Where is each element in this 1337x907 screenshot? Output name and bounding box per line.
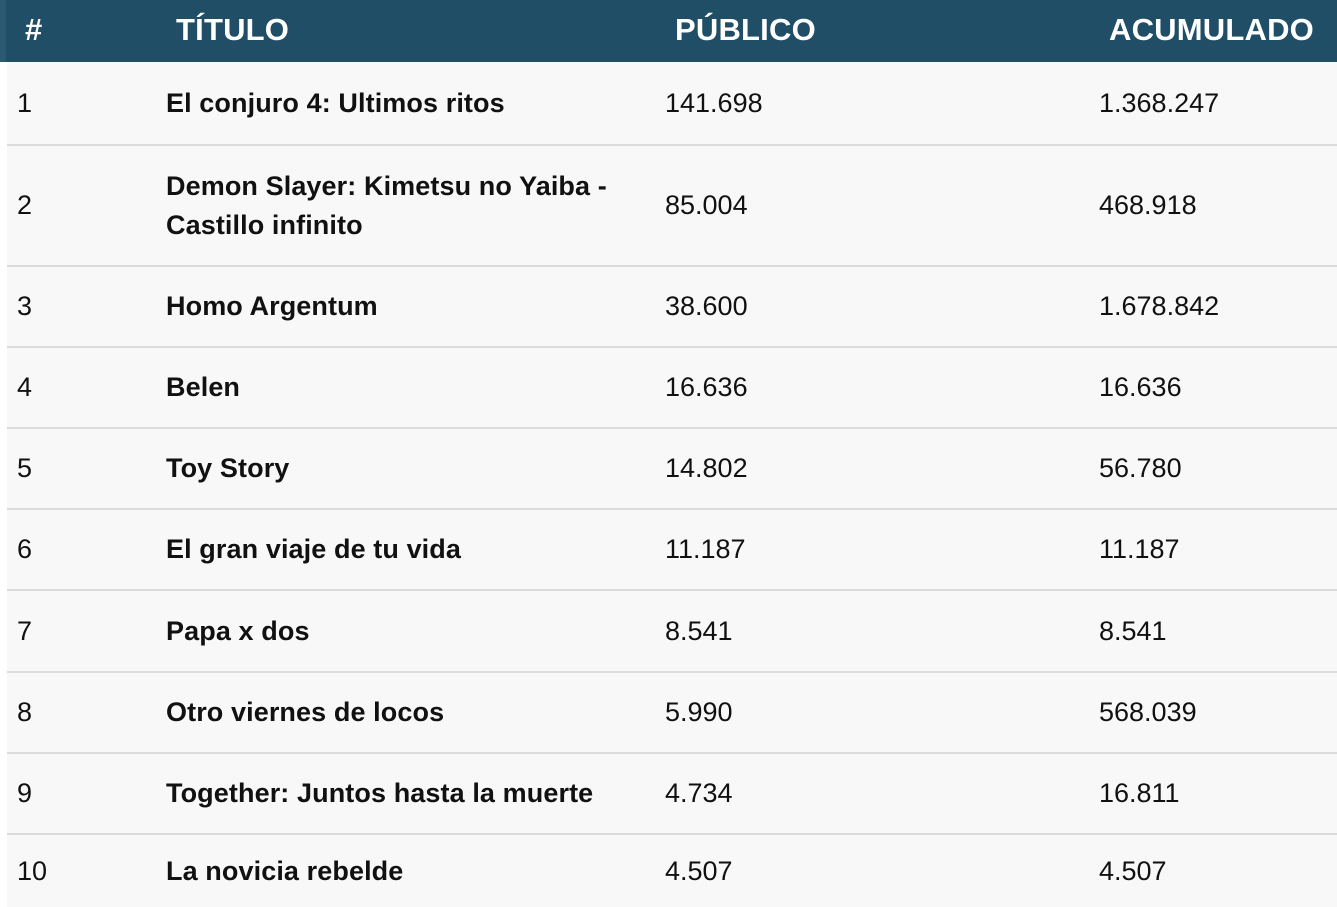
table-row: 8 Otro viernes de locos 5.990 568.039 [7,673,1337,754]
table-row: 6 El gran viaje de tu vida 11.187 11.187 [7,510,1337,591]
row-public: 14.802 [665,453,748,483]
row-rank: 5 [17,453,33,483]
row-rank: 4 [17,372,33,402]
row-rank: 9 [17,778,33,808]
row-rank: 3 [17,291,33,321]
row-public: 38.600 [665,291,748,321]
row-public: 4.734 [665,778,733,808]
table-row: 7 Papa x dos 8.541 8.541 [7,591,1337,673]
table-row: 3 Homo Argentum 38.600 1.678.842 [7,267,1337,348]
row-accumulated: 1.368.247 [1099,87,1220,118]
row-rank: 8 [17,697,33,727]
row-public: 4.507 [665,855,733,886]
row-title: Papa x dos [166,615,310,646]
left-margin [0,62,7,907]
row-rank: 6 [17,534,33,564]
header-public: PÚBLICO [675,12,816,47]
row-accumulated: 56.780 [1099,453,1182,483]
row-rank: 1 [17,87,33,118]
row-title: La novicia rebelde [166,855,404,886]
row-accumulated: 11.187 [1099,534,1180,564]
header-accumulated: ACUMULADO [1109,12,1314,47]
row-accumulated: 16.811 [1099,778,1180,808]
row-public: 8.541 [665,615,733,646]
row-title: Toy Story [166,453,290,483]
table-row: 1 El conjuro 4: Ultimos ritos 141.698 1.… [7,62,1337,146]
row-accumulated: 468.918 [1099,190,1197,220]
table-row: 10 La novicia rebelde 4.507 4.507 [7,835,1337,907]
row-rank: 2 [17,190,33,220]
header-title: TÍTULO [176,12,290,47]
row-accumulated: 4.507 [1099,855,1167,886]
row-title: Together: Juntos hasta la muerte [166,778,594,808]
row-accumulated: 1.678.842 [1099,291,1220,321]
table-row: 2 Demon Slayer: Kimetsu no Yaiba - Casti… [7,146,1337,267]
table-row: 9 Together: Juntos hasta la muerte 4.734… [7,754,1337,835]
row-title: El conjuro 4: Ultimos ritos [166,87,505,118]
table-header: # TÍTULO PÚBLICO ACUMULADO [0,0,1337,62]
header-edge [0,0,6,62]
row-title: Belen [166,372,241,402]
row-title: Otro viernes de locos [166,697,445,727]
row-rank: 10 [17,855,48,886]
table-row: 4 Belen 16.636 16.636 [7,348,1337,429]
row-public: 16.636 [665,372,748,402]
header-rank: # [25,12,43,47]
row-public: 141.698 [665,87,763,118]
row-public: 85.004 [665,190,748,220]
row-rank: 7 [17,615,33,646]
row-title: Demon Slayer: Kimetsu no Yaiba - Castill… [166,170,607,240]
row-accumulated: 8.541 [1099,615,1167,646]
row-title: El gran viaje de tu vida [166,534,461,564]
row-title: Homo Argentum [166,291,378,321]
row-accumulated: 568.039 [1099,697,1197,727]
table-row: 5 Toy Story 14.802 56.780 [7,429,1337,510]
row-public: 5.990 [665,697,733,727]
row-accumulated: 16.636 [1099,372,1182,402]
row-public: 11.187 [665,534,746,564]
